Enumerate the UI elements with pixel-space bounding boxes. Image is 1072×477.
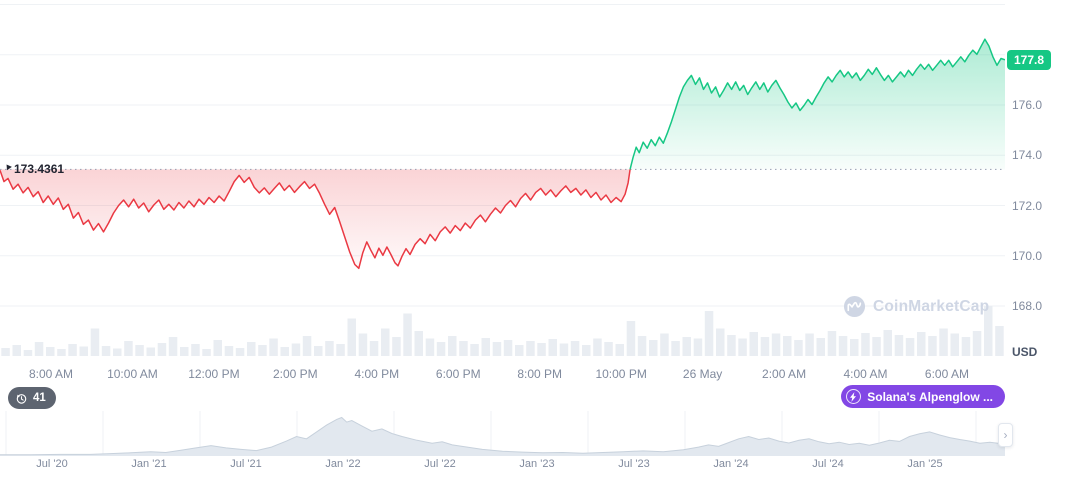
price-line-below xyxy=(0,169,631,270)
history-count: 41 xyxy=(33,392,46,404)
x-axis-label: 4:00 AM xyxy=(843,367,888,381)
y-axis-label: 176.0 xyxy=(1012,98,1043,112)
below-baseline-area xyxy=(0,169,631,269)
y-axis-label: 174.0 xyxy=(1012,148,1043,163)
price-line-above xyxy=(629,38,1005,170)
x-axis-label: 8:00 PM xyxy=(517,367,563,381)
x-axis-label: 26 May xyxy=(682,367,723,381)
x-axis-label: 2:00 AM xyxy=(762,367,807,381)
time-axis: 8:00 AM 10:00 AM 12:00 PM 2:00 PM 4:00 PM 6:0… xyxy=(0,367,1005,383)
baseline-price-label: 173.4361 xyxy=(4,162,65,176)
mini-line xyxy=(0,416,1006,456)
mini-date-label: Jan '24 xyxy=(713,458,749,470)
x-axis-label: 2:00 PM xyxy=(272,367,318,381)
above-baseline-area xyxy=(630,39,1005,170)
x-axis-label: 10:00 AM xyxy=(107,367,158,381)
y-axis-label: 172.0 xyxy=(1012,198,1043,213)
mini-date-label: Jan '22 xyxy=(325,458,361,470)
history-clock-icon xyxy=(16,393,27,404)
chevron-right-icon: › xyxy=(1003,428,1008,442)
news-label: Solana's Alpenglow ... xyxy=(867,389,993,404)
y-axis-label: 168.0 xyxy=(1012,299,1043,313)
history-range-selector[interactable] xyxy=(0,411,1006,456)
x-axis-label: 10:00 PM xyxy=(595,367,647,381)
news-badge[interactable]: Solana's Alpenglow ... xyxy=(841,385,1005,408)
lightning-bolt-glyph xyxy=(850,391,857,402)
mini-date-label: Jul '21 xyxy=(230,458,262,470)
lightning-icon xyxy=(846,389,862,404)
x-axis-label: 8:00 AM xyxy=(28,367,74,381)
mini-date-label: Jul '22 xyxy=(424,458,456,470)
current-price-badge: 177.8 xyxy=(1007,49,1052,70)
history-chart-svg[interactable] xyxy=(0,411,1006,456)
baseline-caret-icon xyxy=(4,162,12,171)
mini-date-label: Jan '23 xyxy=(519,458,555,470)
y-axis-label: 170.0 xyxy=(1012,248,1043,263)
mini-date-label: Jul '24 xyxy=(812,458,844,470)
x-axis-label: 4:00 PM xyxy=(354,367,400,381)
price-chart[interactable]: 173.4361 CoinMarketCap xyxy=(0,0,1005,357)
volume-bars xyxy=(1,306,1004,356)
mini-area xyxy=(0,417,1005,456)
scroll-right-handle[interactable]: › xyxy=(998,423,1013,447)
price-chart-svg[interactable] xyxy=(0,0,1005,357)
baseline-price-value: 173.4361 xyxy=(14,162,65,176)
x-axis-label: 6:00 PM xyxy=(435,367,481,381)
mini-date-label: Jul '23 xyxy=(618,458,650,470)
currency-unit-label: USD xyxy=(1012,345,1038,359)
price-axis: 177.8 USD 176.0 174.0 172.0 170.0 168.0 xyxy=(1005,0,1072,362)
history-count-pill[interactable]: 41 xyxy=(8,387,56,409)
history-date-axis: Jul '20 Jan '21 Jul '21 Jan '22 Jul '22 Jan '… xyxy=(0,458,1005,472)
x-axis-label: 12:00 PM xyxy=(188,367,240,381)
mini-date-label: Jan '21 xyxy=(131,458,167,470)
x-axis-label: 6:00 AM xyxy=(924,367,969,381)
mini-date-label: Jul '20 xyxy=(36,458,68,470)
mini-date-label: Jan '25 xyxy=(907,458,943,470)
